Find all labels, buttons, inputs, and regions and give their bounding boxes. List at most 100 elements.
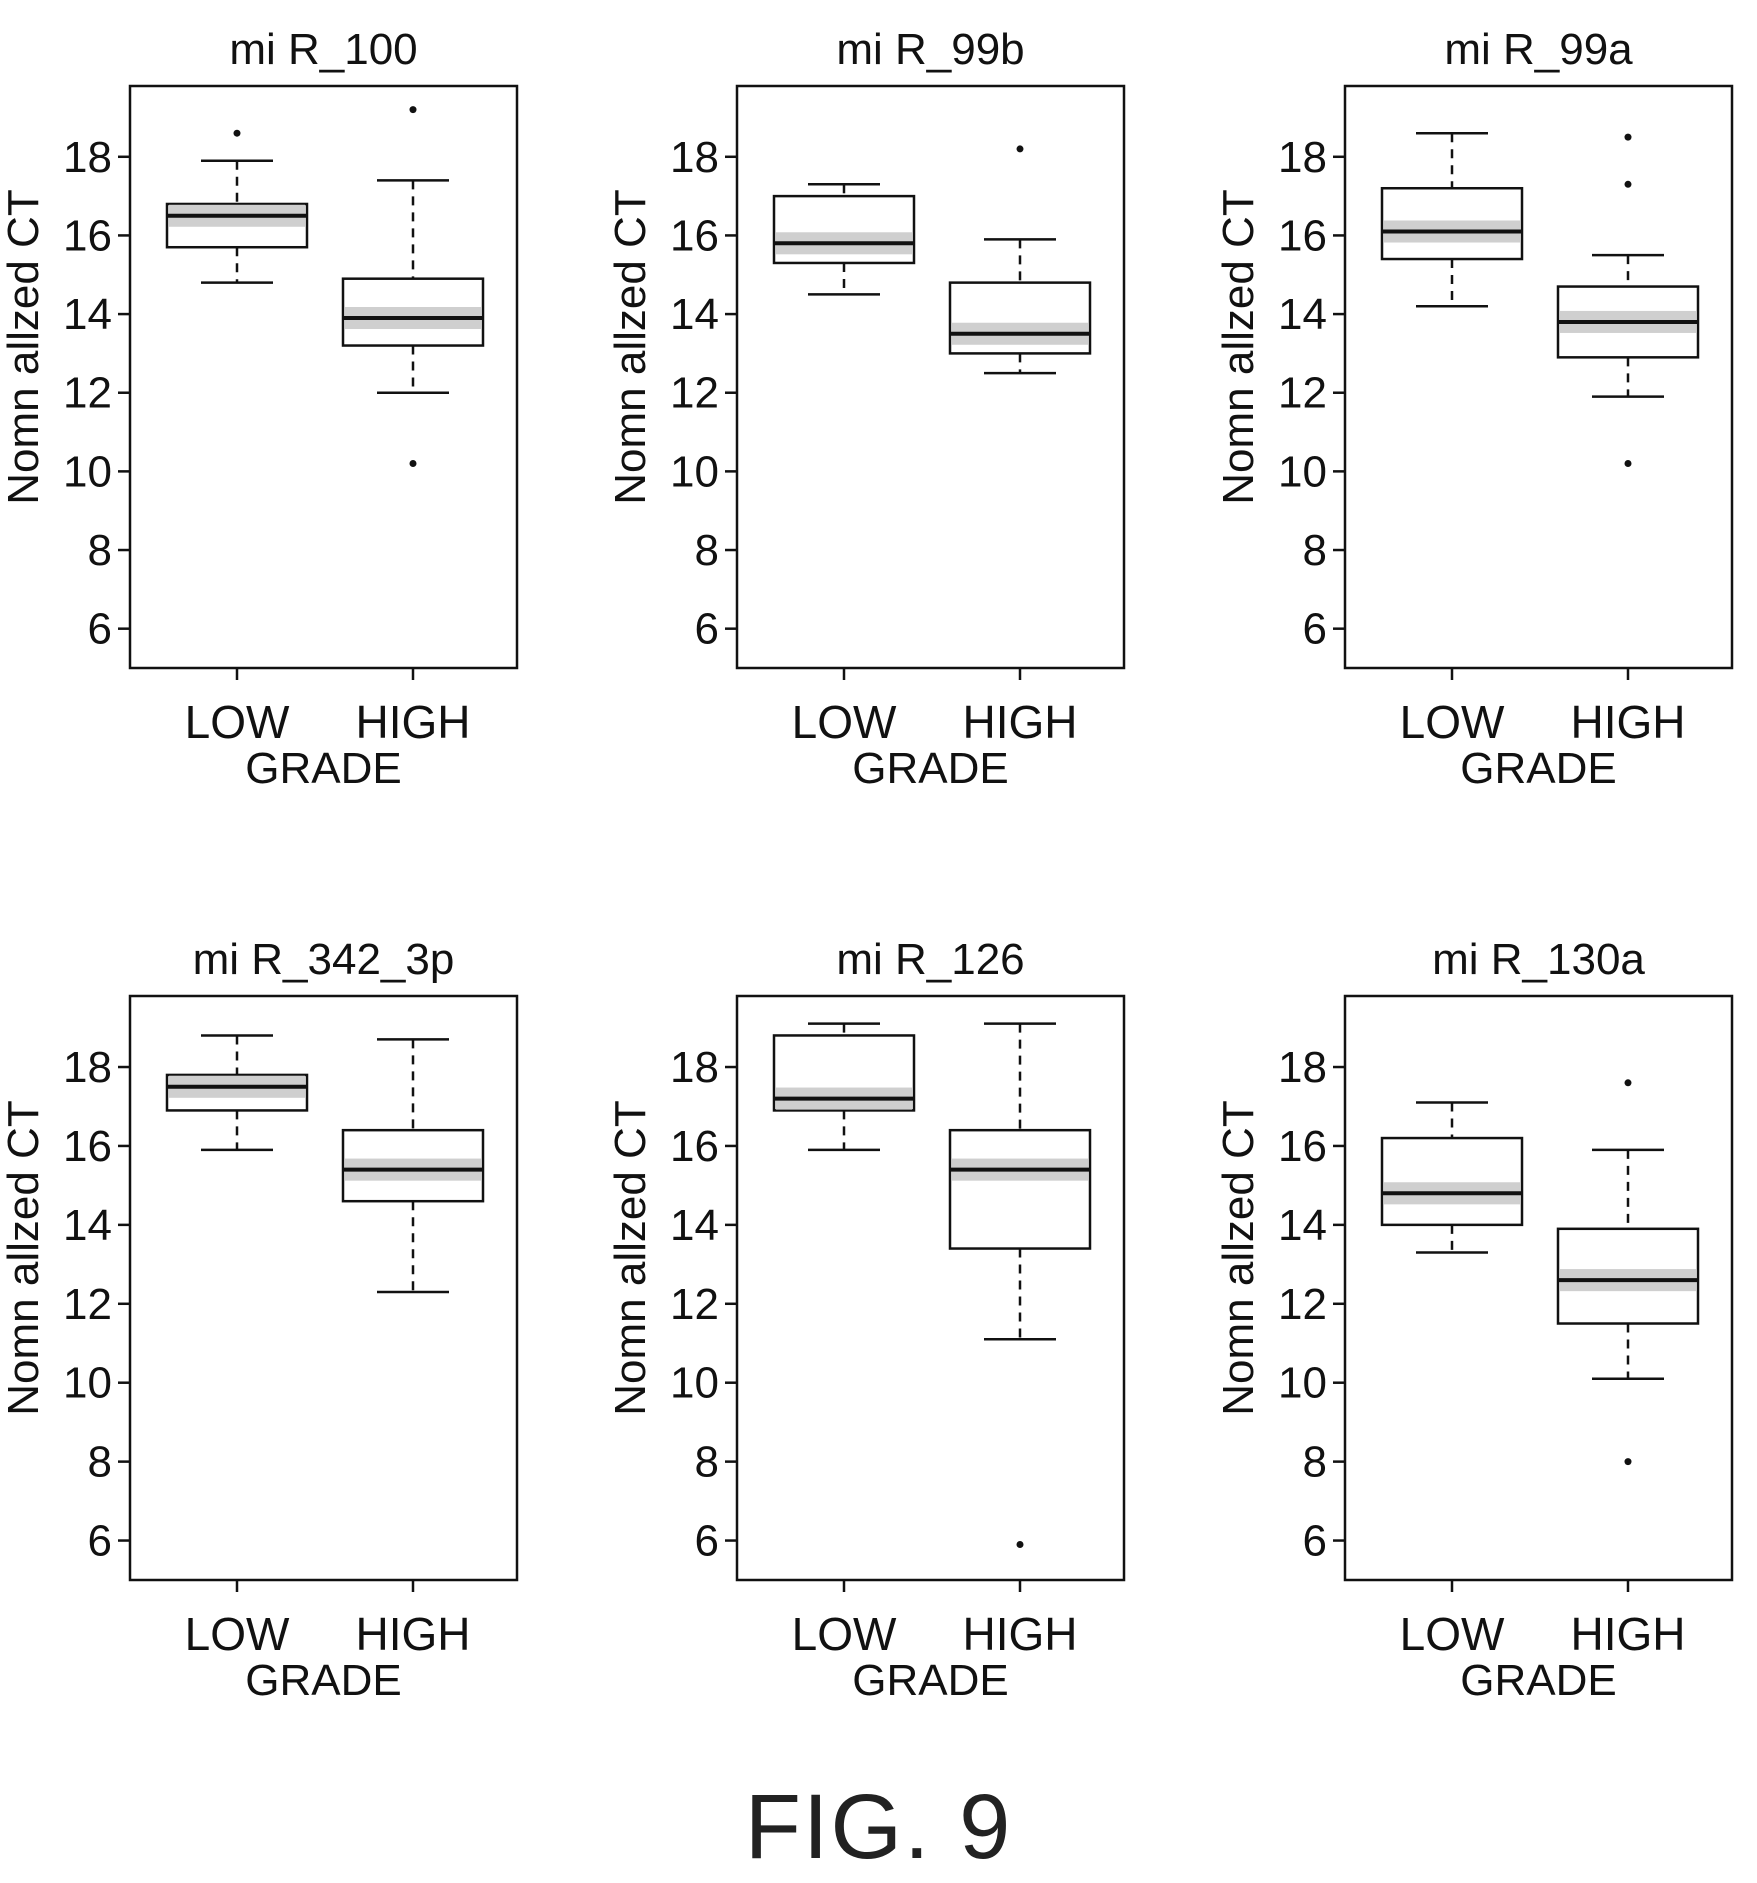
y-tick-label: 16	[1278, 211, 1327, 260]
outlier-point	[1624, 133, 1632, 141]
y-tick-label: 10	[1278, 447, 1327, 496]
y-tick-label: 16	[670, 211, 719, 260]
x-category-label: HIGH	[356, 1608, 471, 1660]
y-tick-label: 18	[670, 133, 719, 182]
panel-3: mi R_99a 6 8 10 12 14 16 18 Nomn allzed CT LOW HIG…	[1214, 25, 1734, 793]
y-tick-label: 12	[670, 1280, 719, 1329]
figure-caption: FIG. 9	[744, 1776, 1013, 1878]
x-category-label: HIGH	[356, 696, 471, 748]
x-category-label: LOW	[1400, 696, 1505, 748]
box-low	[1380, 131, 1524, 308]
outlier-point	[233, 129, 241, 137]
panel-2: mi R_99b 6 8 10 12 14 16 18 Nomn allzed CT LOW HIG…	[606, 25, 1126, 793]
y-tick-label: 12	[63, 1280, 112, 1329]
box-high	[341, 106, 485, 468]
y-tick-label: 12	[63, 369, 112, 418]
outlier-point	[1016, 1540, 1024, 1548]
y-axis-title: Nomn allzed CT	[606, 189, 655, 504]
box-high	[1556, 1079, 1700, 1466]
y-tick-label: 8	[695, 526, 719, 575]
y-axis-title: Nomn allzed CT	[1214, 189, 1263, 504]
y-tick-label: 6	[88, 605, 112, 654]
y-tick-label: 18	[1278, 1043, 1327, 1092]
box-high	[1556, 133, 1700, 468]
plot-frame	[128, 84, 519, 670]
y-tick-label: 12	[1278, 369, 1327, 418]
y-tick-label: 6	[1303, 1517, 1327, 1566]
y-tick-label: 16	[670, 1122, 719, 1171]
y-tick-label: 8	[1303, 1438, 1327, 1487]
panel-title: mi R_342_3p	[193, 935, 455, 984]
x-category-label: LOW	[185, 696, 290, 748]
iqr-box	[948, 1128, 1092, 1250]
box-high	[948, 1022, 1092, 1548]
y-tick-label: 14	[1278, 290, 1327, 339]
y-tick-label: 6	[695, 1517, 719, 1566]
x-axis-title: GRADE	[1460, 744, 1616, 793]
y-tick-label: 10	[63, 447, 112, 496]
y-tick-label: 6	[695, 605, 719, 654]
y-tick-label: 18	[1278, 133, 1327, 182]
x-axis-title: GRADE	[245, 1656, 401, 1705]
plot-frame	[128, 994, 519, 1582]
panel-5: mi R_126 6 8 10 12 14 16 18 Nomn allzed CT LOW HIG…	[606, 935, 1126, 1705]
x-category-label: LOW	[185, 1608, 290, 1660]
y-tick-label: 14	[63, 290, 112, 339]
outlier-point	[1016, 145, 1024, 153]
outlier-point	[1624, 1458, 1632, 1466]
box-low	[772, 1022, 916, 1152]
y-tick-label: 14	[63, 1201, 112, 1250]
y-tick-label: 8	[695, 1438, 719, 1487]
x-category-label: HIGH	[1571, 696, 1686, 748]
y-tick-label: 8	[1303, 526, 1327, 575]
x-axis-title: GRADE	[852, 1656, 1008, 1705]
y-axis-title: Nomn allzed CT	[0, 189, 48, 504]
y-tick-label: 14	[670, 290, 719, 339]
box-high	[341, 1038, 485, 1294]
x-category-label: HIGH	[963, 1608, 1078, 1660]
y-axis-title: Nomn allzed CT	[0, 1100, 48, 1415]
y-tick-label: 12	[1278, 1280, 1327, 1329]
y-tick-label: 18	[63, 133, 112, 182]
plot-frame	[735, 84, 1126, 670]
panel-4: mi R_342_3p 6 8 10 12 14 16 18 Nomn allzed CT LOW…	[0, 935, 519, 1705]
panel-title: mi R_130a	[1432, 935, 1645, 984]
y-tick-label: 8	[88, 1438, 112, 1487]
x-category-label: LOW	[1400, 1608, 1505, 1660]
outlier-point	[1624, 460, 1632, 468]
x-category-label: HIGH	[1571, 1608, 1686, 1660]
y-tick-label: 10	[670, 1359, 719, 1408]
y-tick-label: 8	[88, 526, 112, 575]
x-axis-title: GRADE	[245, 744, 401, 793]
panel-title: mi R_126	[836, 935, 1024, 984]
box-high	[948, 145, 1092, 375]
y-axis-title: Nomn allzed CT	[606, 1100, 655, 1415]
y-tick-label: 14	[1278, 1201, 1327, 1250]
iqr-box	[1380, 1136, 1524, 1227]
y-tick-label: 10	[63, 1359, 112, 1408]
y-tick-label: 18	[670, 1043, 719, 1092]
x-category-label: LOW	[792, 1608, 897, 1660]
y-tick-label: 12	[670, 369, 719, 418]
y-tick-label: 10	[1278, 1359, 1327, 1408]
x-axis-title: GRADE	[1460, 1656, 1616, 1705]
y-tick-label: 16	[63, 1122, 112, 1171]
box-low	[772, 183, 916, 296]
outlier-point	[409, 106, 417, 114]
panel-title: mi R_99a	[1444, 25, 1633, 74]
plot-frame	[735, 994, 1126, 1582]
box-low	[165, 129, 309, 284]
y-tick-label: 6	[1303, 605, 1327, 654]
x-axis-title: GRADE	[852, 744, 1008, 793]
y-tick-label: 16	[63, 211, 112, 260]
outlier-point	[409, 460, 417, 468]
box-low	[1380, 1101, 1524, 1254]
y-tick-label: 14	[670, 1201, 719, 1250]
x-category-label: LOW	[792, 696, 897, 748]
panel-1: mi R_100 6 8 10 12 14 16 18 Nomn allzed CT LOW HIG…	[0, 25, 519, 793]
box-low	[165, 1034, 309, 1152]
plot-frame	[1343, 84, 1734, 670]
plot-frame	[1343, 994, 1734, 1582]
y-tick-label: 16	[1278, 1122, 1327, 1171]
